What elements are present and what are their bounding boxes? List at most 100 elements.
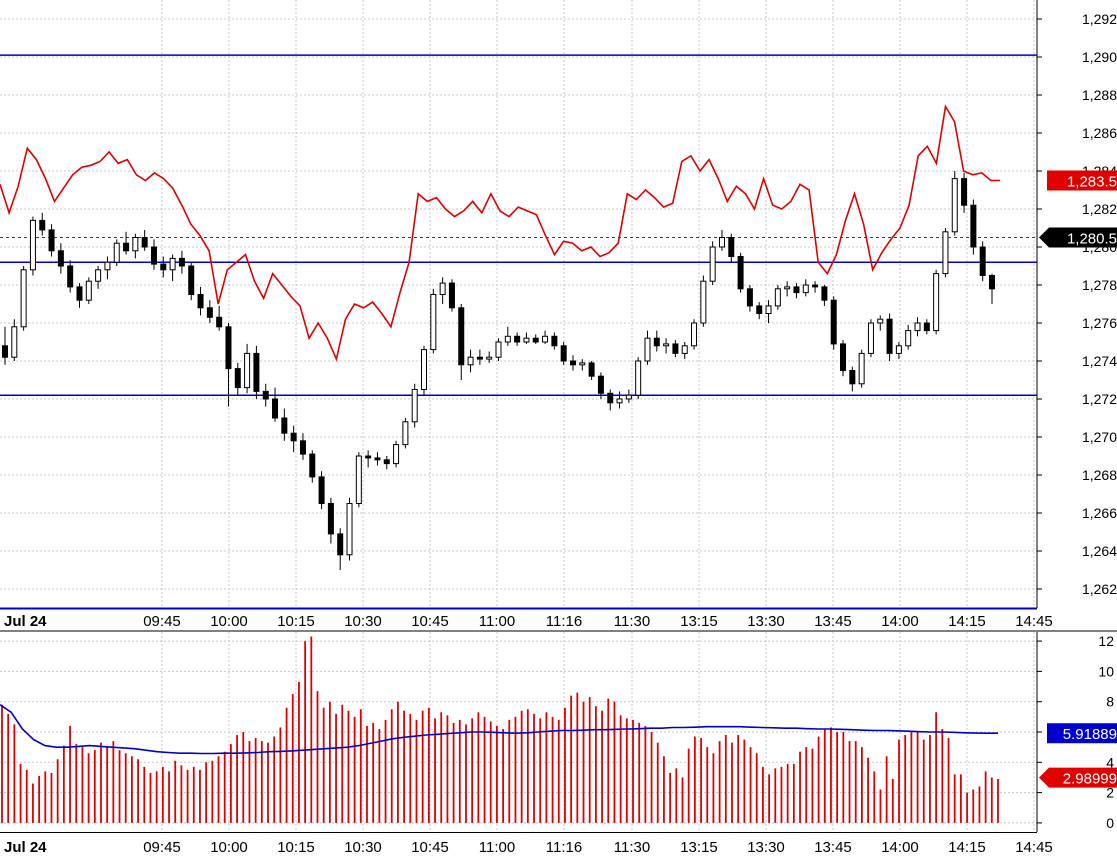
volume-badge-label: 2.98999 bbox=[1063, 771, 1117, 788]
time-tick-label: 14:15 bbox=[948, 613, 986, 630]
candle-body bbox=[942, 231, 949, 275]
candle-body bbox=[150, 246, 157, 265]
candle-body bbox=[337, 533, 344, 556]
candle-body bbox=[216, 316, 223, 328]
candle-body bbox=[858, 352, 865, 385]
candle-body bbox=[700, 280, 707, 324]
date-label-bottom: Jul 24 bbox=[4, 839, 47, 853]
y-tick-label: 1,268 bbox=[1082, 467, 1117, 483]
candle-body bbox=[85, 280, 92, 301]
y-tick-label: 1,262 bbox=[1082, 581, 1117, 597]
candle-body bbox=[234, 368, 241, 389]
candle-body bbox=[718, 237, 725, 248]
volume-badge-label: 5.91889 bbox=[1063, 726, 1117, 743]
time-tick-label: 11:30 bbox=[614, 613, 650, 630]
candle-body bbox=[206, 307, 213, 318]
candle-body bbox=[421, 349, 428, 391]
time-tick-label: 10:30 bbox=[344, 613, 382, 630]
price-badge-shape bbox=[1047, 170, 1117, 191]
candle-body bbox=[607, 392, 614, 404]
y-tick-label: 1,266 bbox=[1082, 505, 1117, 521]
candle-body bbox=[774, 288, 781, 307]
time-tick-label: 11:30 bbox=[614, 839, 650, 853]
candle-body bbox=[39, 219, 46, 231]
candle-body bbox=[76, 286, 83, 301]
candle-body bbox=[569, 360, 576, 366]
candle-body bbox=[504, 335, 511, 343]
candle-body bbox=[57, 250, 64, 267]
candle-body bbox=[681, 345, 688, 354]
candle-body bbox=[160, 263, 167, 271]
candle-body bbox=[989, 275, 995, 290]
time-tick-label: 10:15 bbox=[277, 839, 315, 853]
candle-body bbox=[29, 219, 36, 271]
candle-body bbox=[784, 286, 791, 290]
y-tick-label: 1,288 bbox=[1082, 87, 1117, 103]
y-tick-label: 1,282 bbox=[1082, 201, 1117, 217]
candle-body bbox=[104, 261, 111, 271]
candle-body bbox=[448, 282, 455, 309]
candle-body bbox=[579, 362, 586, 366]
candle-body bbox=[830, 299, 837, 345]
y-tick-label: 1,264 bbox=[1082, 543, 1117, 559]
candle-body bbox=[346, 503, 353, 556]
y-tick-label: 8 bbox=[1106, 694, 1114, 710]
candle-body bbox=[141, 237, 148, 248]
candle-body bbox=[365, 455, 372, 459]
time-tick-label: 14:15 bbox=[948, 839, 986, 853]
candle-body bbox=[495, 341, 502, 358]
time-tick-label: 11:00 bbox=[479, 613, 515, 630]
candle-body bbox=[309, 453, 316, 478]
time-tick-label: 10:30 bbox=[344, 839, 382, 853]
price-badge-label: 1,283.5 bbox=[1067, 174, 1117, 191]
candle-body bbox=[430, 294, 437, 351]
price-panel: 09:45 10:00 10:15 10:30 10:45 11:00 11:16 11:30… bbox=[0, 0, 1117, 632]
time-tick-label: 11:00 bbox=[479, 839, 515, 853]
y-tick-label: 4 bbox=[1106, 754, 1114, 770]
candle-body bbox=[272, 398, 279, 419]
candle-body bbox=[290, 432, 297, 442]
time-tick-label: 09:45 bbox=[143, 613, 181, 630]
candle-body bbox=[281, 417, 288, 434]
y-tick-label: 1,270 bbox=[1082, 429, 1117, 445]
candle-body bbox=[514, 335, 521, 343]
candle-body bbox=[793, 286, 800, 294]
candle-body bbox=[979, 246, 986, 276]
volume-badge-shape bbox=[1039, 767, 1117, 788]
candle-body bbox=[691, 322, 698, 347]
candle-body bbox=[765, 305, 772, 314]
y-tick-label: 0 bbox=[1106, 815, 1114, 831]
candle-body bbox=[551, 335, 558, 347]
price-badge-label: 1,280.5 bbox=[1067, 231, 1117, 248]
time-tick-label: 11:16 bbox=[546, 839, 582, 853]
candle-body bbox=[933, 273, 940, 332]
candle-body bbox=[20, 269, 27, 328]
candle-body bbox=[802, 284, 809, 294]
time-tick-label: 13:45 bbox=[814, 613, 852, 630]
price-badge: 1,283.5 bbox=[1047, 170, 1117, 191]
candle-body bbox=[253, 352, 260, 392]
candle-body bbox=[709, 246, 716, 282]
candle-body bbox=[877, 318, 884, 324]
candle-body bbox=[67, 265, 74, 288]
candle-body bbox=[327, 503, 334, 535]
candle-body bbox=[905, 330, 912, 347]
time-tick-label: 13:45 bbox=[814, 839, 852, 853]
candle-body bbox=[355, 455, 362, 504]
candle-body bbox=[812, 284, 819, 288]
candle-body bbox=[299, 440, 306, 455]
volume-badge-shape bbox=[1047, 723, 1117, 744]
time-tick-label: 10:15 bbox=[277, 613, 315, 630]
date-label-top: Jul 24 bbox=[4, 613, 47, 630]
candle-body bbox=[597, 375, 604, 394]
candle-body bbox=[653, 337, 660, 347]
candle-body bbox=[849, 370, 856, 385]
candle-body bbox=[663, 343, 670, 347]
y-tick-label: 2 bbox=[1106, 785, 1114, 801]
candle-body bbox=[961, 178, 968, 206]
candle-body bbox=[402, 421, 409, 446]
y-tick-label: 1,278 bbox=[1082, 277, 1117, 293]
price-badge: 1,280.5 bbox=[1039, 227, 1117, 248]
volume-panel: 09:45 10:00 10:15 10:30 10:45 11:00 11:16 11:30… bbox=[0, 632, 1117, 856]
candle-body bbox=[178, 257, 185, 267]
